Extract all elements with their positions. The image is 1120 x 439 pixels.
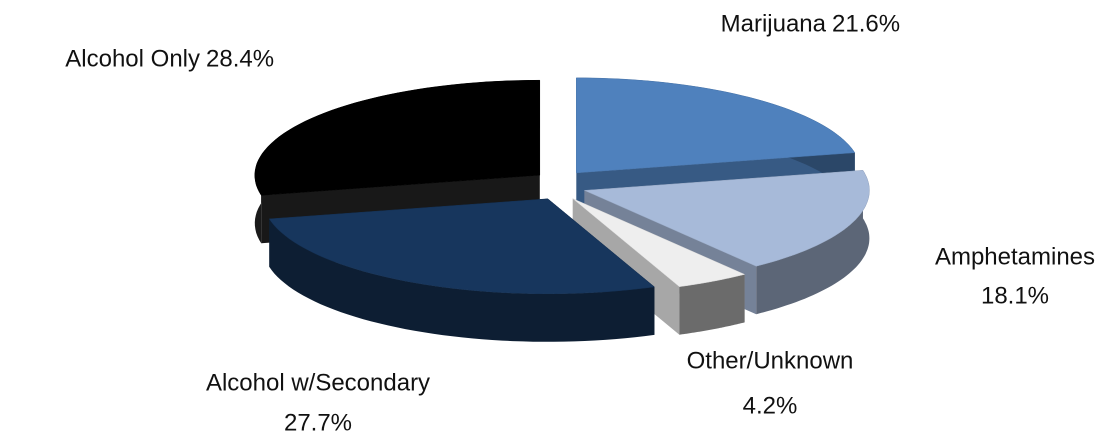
- value-label: 27.7%: [284, 409, 352, 436]
- value-label: 18.1%: [981, 282, 1049, 309]
- slice-side: [679, 274, 745, 335]
- slice: [584, 170, 870, 267]
- slice: [572, 198, 746, 287]
- slice: [576, 77, 856, 174]
- slice-label: Alcohol Only: [65, 45, 200, 72]
- slice: [268, 198, 656, 295]
- value-label: 28.4%: [206, 45, 274, 72]
- slice-label: Amphetamines: [935, 243, 1095, 270]
- slice-side: [269, 218, 655, 342]
- value-label: 21.6%: [832, 10, 900, 37]
- slice-label: Other/Unknown: [687, 347, 854, 374]
- slice: [254, 79, 541, 196]
- slice-label: Marijuana: [721, 10, 827, 37]
- slice-label: Alcohol w/Secondary: [206, 369, 430, 396]
- value-label: 4.2%: [743, 392, 798, 419]
- slice-side: [756, 170, 870, 315]
